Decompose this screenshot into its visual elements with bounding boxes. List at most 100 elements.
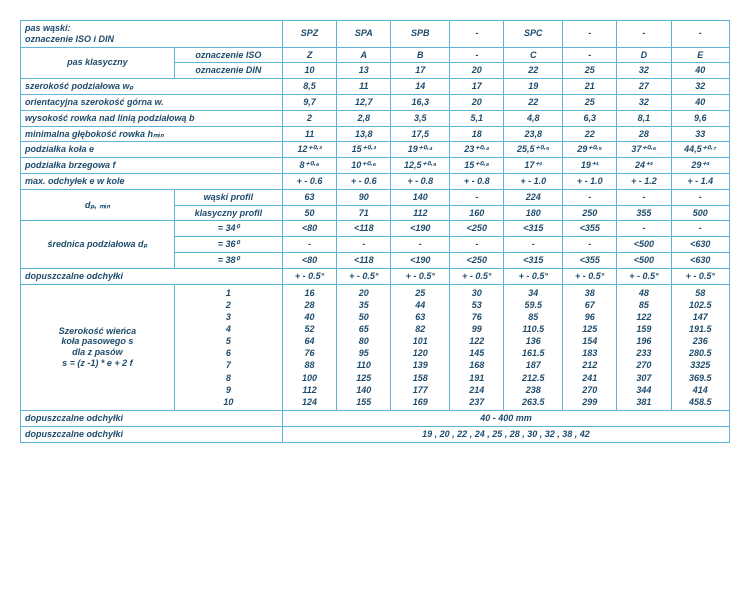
- v: -: [563, 189, 617, 205]
- lbl-allow3: dopuszczalne odchyłki: [21, 426, 283, 442]
- c: 17: [391, 63, 450, 79]
- row-label: podziałka koła e: [21, 142, 283, 158]
- row-label: max. odchyłek e w kole: [21, 173, 283, 189]
- v: + - 0.5°: [450, 268, 504, 284]
- lbl-dp-min: dₚ, ₘᵢₙ: [21, 189, 175, 221]
- cell: 16,3: [391, 94, 450, 110]
- v: <630: [671, 237, 729, 253]
- c: 40: [671, 63, 729, 79]
- v: + - 0.5°: [671, 268, 729, 284]
- v: + - 0.5°: [391, 268, 450, 284]
- row-label: orientacyjna szerokość górna w.: [21, 94, 283, 110]
- v: -: [282, 237, 336, 253]
- col-spb: SPB: [391, 21, 450, 48]
- v: + - 0.5°: [282, 268, 336, 284]
- c: 22: [504, 63, 563, 79]
- rim-c3: 30537699122145168191214237: [450, 284, 504, 410]
- v: <80: [282, 252, 336, 268]
- v: <190: [391, 221, 450, 237]
- sub-din: oznaczenie DIN: [174, 63, 282, 79]
- cell: 14: [391, 79, 450, 95]
- v: 224: [504, 189, 563, 205]
- cell: 11: [337, 79, 391, 95]
- cell: 32: [617, 94, 671, 110]
- cell: 4,8: [504, 110, 563, 126]
- v: 250: [563, 205, 617, 221]
- v: <118: [337, 221, 391, 237]
- cell: 24⁺²: [617, 158, 671, 174]
- rim-c5: 386796125154183212241270299: [563, 284, 617, 410]
- cell: 10⁺⁰·⁶: [337, 158, 391, 174]
- c: -: [563, 47, 617, 63]
- cell: 12,7: [337, 94, 391, 110]
- cell: 22: [504, 94, 563, 110]
- v: 160: [450, 205, 504, 221]
- row-label: podziałka brzegowa f: [21, 158, 283, 174]
- cell: 20: [450, 94, 504, 110]
- v: -: [671, 221, 729, 237]
- v: 50: [282, 205, 336, 221]
- v: + - 0.5°: [617, 268, 671, 284]
- cell: 6,3: [563, 110, 617, 126]
- cell: 15⁺⁰·⁸: [450, 158, 504, 174]
- v: <250: [450, 252, 504, 268]
- cell: 17: [450, 79, 504, 95]
- c: 32: [617, 63, 671, 79]
- cell: 40: [671, 94, 729, 110]
- cell: + - 1.4: [671, 173, 729, 189]
- v: <355: [563, 252, 617, 268]
- v: -: [450, 237, 504, 253]
- v: <500: [617, 252, 671, 268]
- v: 112: [391, 205, 450, 221]
- cell: 19: [504, 79, 563, 95]
- rim-c1: 203550658095110125140155: [337, 284, 391, 410]
- col-d5: -: [563, 21, 617, 48]
- lbl-allow1: dopuszczalne odchyłki: [21, 268, 283, 284]
- sub-36: = 36⁰: [174, 237, 282, 253]
- lbl-allow2: dopuszczalne odchyłki: [21, 410, 283, 426]
- cell: 18: [450, 126, 504, 142]
- cell: 23,8: [504, 126, 563, 142]
- v: <118: [337, 252, 391, 268]
- v: <250: [450, 221, 504, 237]
- cell: + - 1.0: [504, 173, 563, 189]
- row-label: wysokość rowka nad linią podziałową b: [21, 110, 283, 126]
- cell: 17⁺¹: [504, 158, 563, 174]
- hdr-classic-belt: pas klasyczny: [21, 47, 175, 79]
- cell: 15⁺⁰·³: [337, 142, 391, 158]
- lbl-diameter: średnica podziałowa dₚ: [21, 221, 175, 268]
- c: Z: [282, 47, 336, 63]
- cell: 11: [282, 126, 336, 142]
- cell: 21: [563, 79, 617, 95]
- c: C: [504, 47, 563, 63]
- v: -: [617, 189, 671, 205]
- cell: + - 0.6: [282, 173, 336, 189]
- col-dash: -: [450, 21, 504, 48]
- cell: 8,5: [282, 79, 336, 95]
- belt-profile-table: pas wąski: oznaczenie ISO i DIN SPZ SPA …: [20, 20, 730, 443]
- cell: 29⁺⁰·⁵: [563, 142, 617, 158]
- v: <630: [671, 252, 729, 268]
- v: -: [617, 221, 671, 237]
- c: 10: [282, 63, 336, 79]
- v: 140: [391, 189, 450, 205]
- v: <315: [504, 252, 563, 268]
- cell: 5,1: [450, 110, 504, 126]
- col-spa: SPA: [337, 21, 391, 48]
- rim-c0: 16284052647688100112124: [282, 284, 336, 410]
- cell: 25: [563, 94, 617, 110]
- v: 63: [282, 189, 336, 205]
- v: + - 0.5°: [504, 268, 563, 284]
- cell: 9,6: [671, 110, 729, 126]
- cell: 12⁺⁰·³: [282, 142, 336, 158]
- cell: 22: [563, 126, 617, 142]
- v: -: [391, 237, 450, 253]
- col-d7: -: [671, 21, 729, 48]
- cell: 29⁺³: [671, 158, 729, 174]
- cell: + - 1.2: [617, 173, 671, 189]
- cell: 27: [617, 79, 671, 95]
- rim-c7: 58102.5147191.5236280.53325369.5414458.5: [671, 284, 729, 410]
- v: 90: [337, 189, 391, 205]
- c: 25: [563, 63, 617, 79]
- cell: 2,8: [337, 110, 391, 126]
